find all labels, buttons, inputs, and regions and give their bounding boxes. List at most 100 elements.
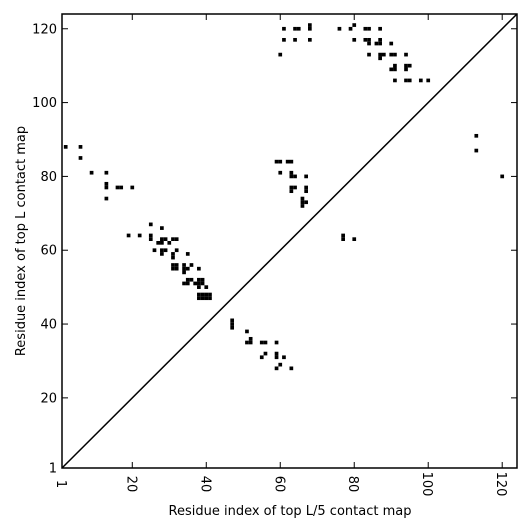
data-point <box>341 237 345 241</box>
data-point <box>293 37 297 42</box>
data-point <box>274 159 279 164</box>
data-point <box>381 52 386 57</box>
y-tick-label: 60 <box>40 244 57 259</box>
data-point <box>126 233 131 238</box>
data-point <box>104 196 109 201</box>
data-point <box>289 366 294 371</box>
data-point <box>119 185 124 190</box>
data-point <box>304 174 308 179</box>
data-point <box>367 26 371 31</box>
data-point <box>163 248 168 253</box>
data-point <box>363 26 368 31</box>
data-point <box>474 133 479 138</box>
data-point <box>308 37 312 42</box>
data-point <box>171 266 175 271</box>
data-point <box>407 63 412 68</box>
data-point <box>363 37 368 42</box>
data-point <box>78 156 83 160</box>
data-point <box>230 322 235 326</box>
data-point <box>174 266 179 271</box>
data-point <box>278 362 283 367</box>
data-point <box>185 281 190 286</box>
data-point <box>78 145 83 149</box>
x-tick-label: 20 <box>123 476 138 493</box>
data-point <box>200 277 205 282</box>
data-point <box>174 248 179 253</box>
data-point <box>289 159 294 164</box>
data-point <box>200 281 205 286</box>
data-point <box>378 26 382 31</box>
data-point <box>160 241 164 245</box>
data-point <box>185 266 190 271</box>
y-axis-label: Residue index of top L contact map <box>14 126 29 356</box>
y-tick-label: 1 <box>49 462 57 477</box>
data-point <box>308 23 312 27</box>
x-axis-label: Residue index of top L/5 contact map <box>169 504 412 519</box>
data-point <box>352 237 357 241</box>
data-point <box>104 181 109 186</box>
data-point <box>348 26 353 31</box>
x-tick-label: 40 <box>197 476 212 493</box>
data-point <box>308 26 312 31</box>
data-point <box>389 41 394 46</box>
data-point <box>63 145 68 149</box>
data-point <box>208 296 212 301</box>
data-point <box>160 237 164 241</box>
data-point <box>278 159 283 164</box>
data-point <box>393 67 397 72</box>
data-point <box>182 281 186 286</box>
data-point <box>367 41 371 46</box>
data-point <box>148 233 153 238</box>
data-point <box>263 340 268 345</box>
data-point <box>171 255 175 260</box>
data-point <box>182 266 186 271</box>
data-point <box>378 52 382 57</box>
data-point <box>274 355 279 360</box>
data-point <box>160 252 164 256</box>
data-point <box>293 26 297 31</box>
data-point <box>304 189 308 194</box>
data-point <box>282 26 286 31</box>
data-point <box>341 233 345 238</box>
data-point <box>374 41 379 46</box>
data-point <box>248 340 253 345</box>
x-tick-label: 120 <box>493 472 508 497</box>
data-point <box>197 266 201 271</box>
data-point <box>404 67 408 72</box>
data-point <box>337 26 342 31</box>
data-point <box>289 185 294 190</box>
data-point <box>197 277 201 282</box>
data-point <box>171 263 175 267</box>
data-point <box>152 248 157 253</box>
data-point <box>174 237 179 241</box>
data-point <box>352 37 357 42</box>
x-tick-label: 1 <box>53 480 68 488</box>
data-point <box>289 170 294 175</box>
data-point <box>367 52 371 57</box>
plot-frame <box>61 13 518 469</box>
data-point <box>407 78 412 83</box>
data-point <box>230 325 235 330</box>
data-point <box>171 252 175 256</box>
data-point <box>274 340 279 345</box>
x-tick-label: 100 <box>419 472 434 497</box>
data-point <box>404 78 408 83</box>
data-point <box>230 318 235 323</box>
data-point <box>389 67 394 72</box>
data-point <box>137 233 142 238</box>
data-point <box>378 37 382 42</box>
data-point <box>304 185 308 190</box>
data-point <box>185 277 190 282</box>
data-point <box>296 26 301 31</box>
data-point <box>393 52 397 57</box>
data-point <box>474 148 479 153</box>
data-point <box>404 63 408 68</box>
data-point <box>304 200 308 205</box>
data-point <box>185 252 190 256</box>
data-point <box>167 241 172 245</box>
data-point <box>404 52 408 57</box>
data-point <box>160 248 164 253</box>
data-point <box>300 196 305 201</box>
x-tick-label: 60 <box>271 476 286 493</box>
